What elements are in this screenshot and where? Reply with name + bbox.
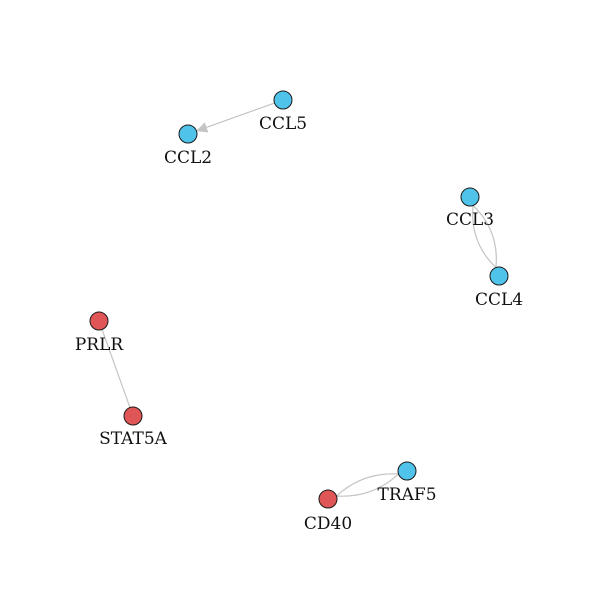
node-stat5a[interactable]: STAT5A [99,406,168,449]
node-circle-ccl4[interactable] [489,266,509,286]
node-label-ccl5: CCL5 [259,114,307,134]
node-prlr[interactable]: PRLR [75,311,125,355]
node-circle-stat5a[interactable] [123,406,143,426]
edge-prlr-stat5a [101,329,131,408]
edges-layer [101,102,497,497]
node-ccl3[interactable]: CCL3 [446,187,494,230]
node-label-ccl3: CCL3 [446,210,494,230]
edge-ccl3-ccl4 [472,205,497,268]
node-traf5[interactable]: TRAF5 [377,461,437,505]
node-circle-cd40[interactable] [318,489,338,509]
node-circle-traf5[interactable] [397,461,417,481]
node-ccl5[interactable]: CCL5 [259,90,307,134]
node-label-traf5: TRAF5 [377,485,436,505]
node-label-ccl4: CCL4 [475,290,523,310]
node-ccl4[interactable]: CCL4 [475,266,523,310]
edge-traf5-cd40 [336,473,399,497]
node-label-ccl2: CCL2 [164,148,212,168]
node-label-stat5a: STAT5A [99,429,168,449]
node-circle-ccl3[interactable] [460,187,480,207]
node-ccl2[interactable]: CCL2 [164,124,212,168]
node-circle-ccl2[interactable] [178,124,198,144]
edge-ccl5-ccl2 [196,102,275,133]
edge-cd40-traf5 [336,473,399,497]
node-label-prlr: PRLR [75,335,125,355]
node-cd40[interactable]: CD40 [304,489,352,534]
node-circle-prlr[interactable] [89,311,109,331]
edge-ccl4-ccl3 [472,205,497,268]
node-circle-ccl5[interactable] [273,90,293,110]
nodes-layer: CCL5 CCL2 CCL3 CCL4 PRLR STAT5A TRAF5 CD40 [75,90,523,534]
node-label-cd40: CD40 [304,514,352,534]
